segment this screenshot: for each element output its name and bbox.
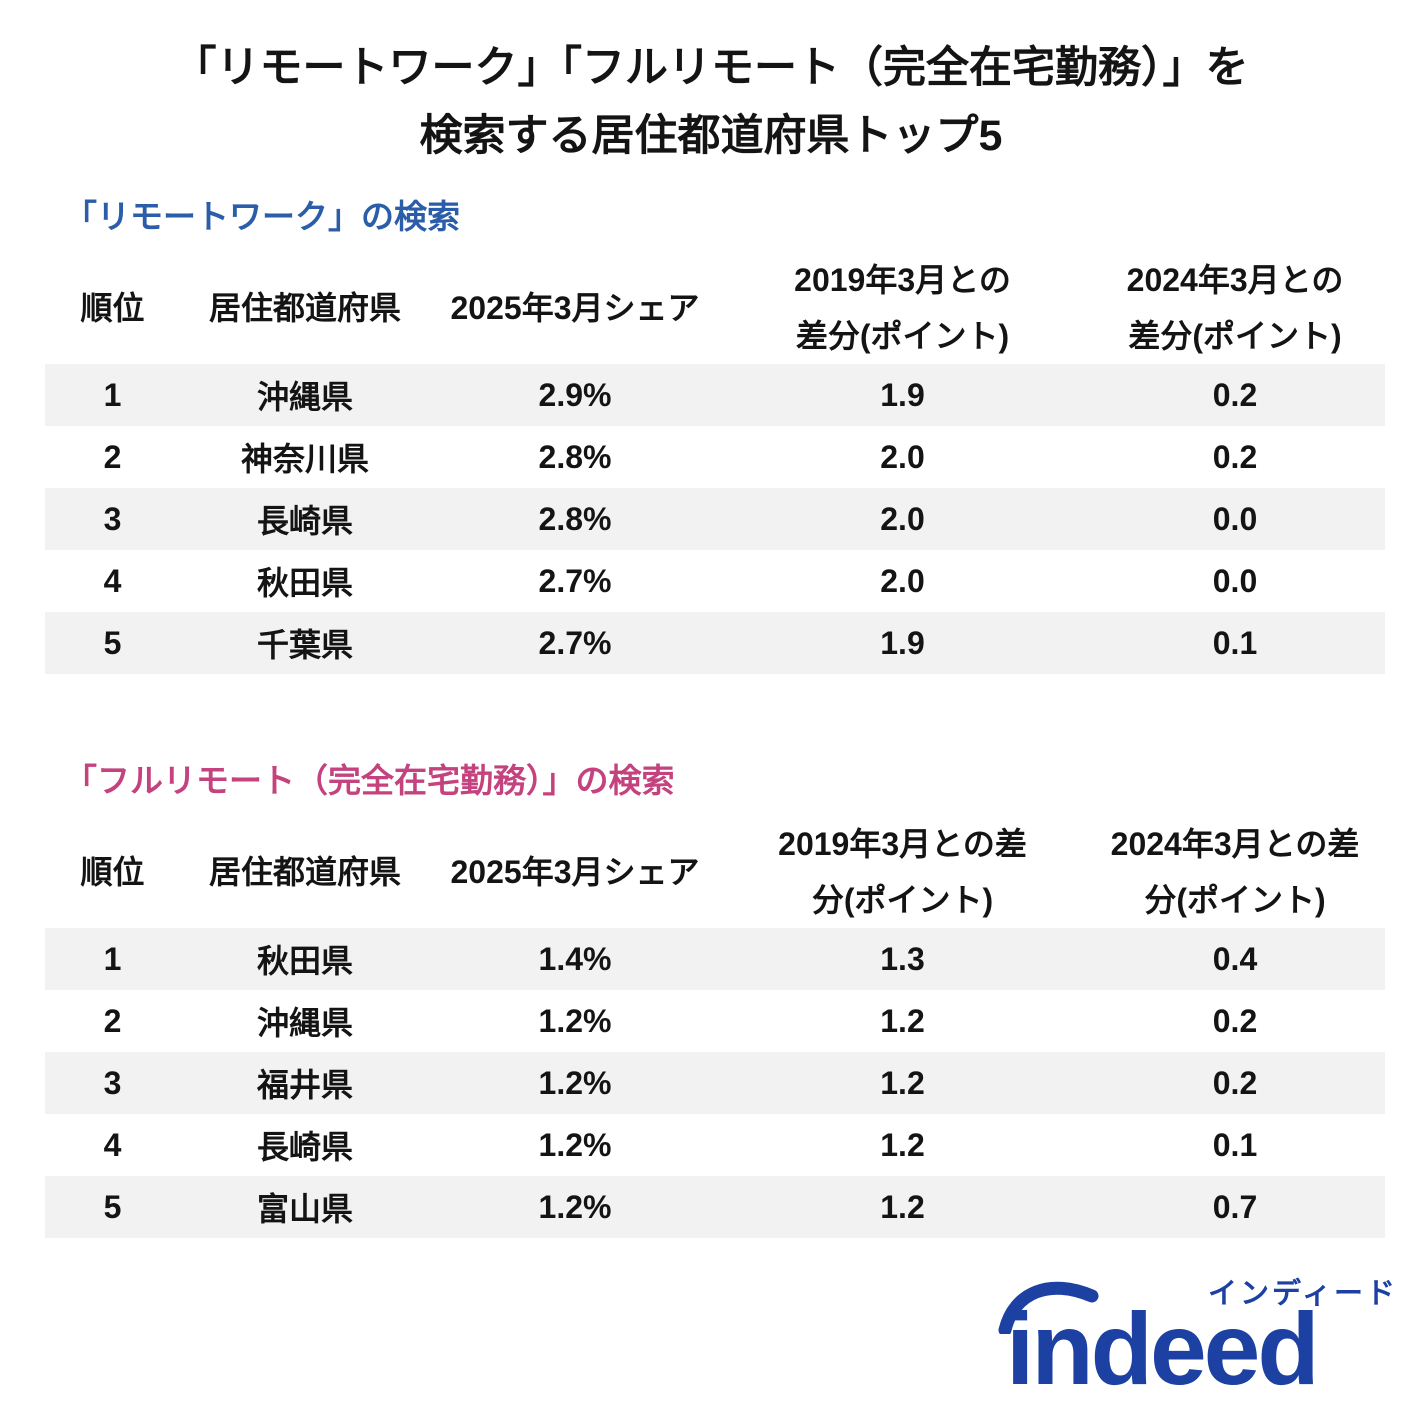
share-cell: 2.8%: [538, 500, 612, 537]
diff-2019-cell: 1.3: [880, 940, 925, 977]
rank-cell: 1: [103, 376, 122, 413]
diff-2019-cell: 1.2: [880, 1002, 925, 1039]
rank-cell: 5: [103, 624, 122, 661]
share-cell: 1.2%: [538, 1064, 612, 1101]
prefecture-cell: 沖縄県: [256, 1005, 353, 1041]
header-cell-diff-2024: 2024年3月との差分(ポイント): [1085, 816, 1385, 928]
rank-cell: 3: [103, 1064, 122, 1101]
table-row: 4 秋田県 2.7% 2.0 0.0: [45, 550, 1385, 612]
header-cell-prefecture: 居住都道府県: [180, 280, 430, 336]
indeed-logo-arc-icon: [998, 1281, 1099, 1334]
diff-2024-cell: 0.2: [1212, 1002, 1258, 1039]
diff-2019-cell: 1.2: [880, 1064, 925, 1101]
share-cell: 2.7%: [538, 562, 612, 599]
diff-2024-cell: 0.4: [1212, 940, 1258, 977]
header-cell-rank: 順位: [45, 844, 180, 900]
header-text: 居住都道府県: [208, 854, 401, 890]
header-text: 2024年3月との: [1126, 262, 1344, 298]
table-row: 1 秋田県 1.4% 1.3 0.4: [45, 928, 1385, 990]
table-row: 3 福井県 1.2% 1.2 0.2: [45, 1052, 1385, 1114]
table-row: 2 神奈川県 2.8% 2.0 0.2: [45, 426, 1385, 488]
diff-2019-cell: 2.0: [880, 500, 925, 537]
header-cell-diff-2019: 2019年3月との差分(ポイント): [720, 252, 1085, 364]
diff-2024-cell: 0.2: [1212, 438, 1258, 475]
section-label-full-remote: 「フルリモート（完全在宅勤務）」の検索: [64, 762, 675, 799]
header-text: 分(ポイント): [1144, 882, 1326, 918]
prefecture-cell: 富山県: [256, 1191, 353, 1227]
page-title: 「リモートワーク」「フルリモート（完全在宅勤務）」を 検索する居住都道府県トップ…: [0, 0, 1422, 170]
header-cell-prefecture: 居住都道府県: [180, 844, 430, 900]
rank-cell: 2: [103, 438, 122, 475]
table-header-row: 順位 居住都道府県 2025年3月シェア 2019年3月との差分(ポイント) 2…: [45, 816, 1385, 928]
share-cell: 1.2%: [538, 1188, 612, 1225]
prefecture-cell: 長崎県: [256, 1129, 353, 1165]
diff-2019-cell: 2.0: [880, 562, 925, 599]
diff-2019-cell: 1.9: [880, 624, 925, 661]
header-text: 分(ポイント): [811, 882, 994, 918]
prefecture-cell: 沖縄県: [256, 379, 353, 415]
share-cell: 1.4%: [538, 940, 612, 977]
table-row: 1 沖縄県 2.9% 1.9 0.2: [45, 364, 1385, 426]
header-cell-share: 2025年3月シェア: [430, 844, 720, 900]
rank-cell: 5: [103, 1188, 122, 1225]
diff-2024-cell: 0.7: [1212, 1188, 1258, 1225]
rank-cell: 1: [103, 940, 122, 977]
table-row: 3 長崎県 2.8% 2.0 0.0: [45, 488, 1385, 550]
header-text: 2024年3月との差: [1110, 826, 1360, 862]
diff-2019-cell: 1.2: [880, 1188, 925, 1225]
header-cell-diff-2024: 2024年3月との差分(ポイント): [1085, 252, 1385, 364]
diff-2024-cell: 0.2: [1212, 1064, 1258, 1101]
share-cell: 1.2%: [538, 1126, 612, 1163]
prefecture-cell: 秋田県: [256, 565, 353, 601]
header-text: 順位: [80, 854, 145, 890]
diff-2019-cell: 1.9: [880, 376, 925, 413]
table-row: 2 沖縄県 1.2% 1.2 0.2: [45, 990, 1385, 1052]
rank-cell: 2: [103, 1002, 122, 1039]
header-text: 2019年3月との: [794, 262, 1011, 298]
rank-cell: 4: [103, 1126, 122, 1163]
page-title-line1: 「リモートワーク」「フルリモート（完全在宅勤務）」を: [173, 44, 1249, 92]
table-row: 5 富山県 1.2% 1.2 0.7: [45, 1176, 1385, 1238]
table-header-row: 順位 居住都道府県 2025年3月シェア 2019年3月との差分(ポイント) 2…: [45, 252, 1385, 364]
share-cell: 2.7%: [538, 624, 612, 661]
indeed-logo-wordmark: indeed: [1006, 1292, 1320, 1406]
prefecture-cell: 神奈川県: [240, 441, 369, 477]
rank-cell: 3: [103, 500, 122, 537]
diff-2024-cell: 0.2: [1212, 376, 1258, 413]
section-label-remote-work: 「リモートワーク」の検索: [64, 198, 460, 235]
diff-2024-cell: 0.0: [1212, 562, 1258, 599]
header-text: 2019年3月との差: [778, 826, 1027, 862]
diff-2019-cell: 2.0: [880, 438, 925, 475]
prefecture-cell: 福井県: [256, 1067, 353, 1103]
share-cell: 2.9%: [538, 376, 612, 413]
diff-2024-cell: 0.1: [1212, 624, 1258, 661]
table-full-remote: 順位 居住都道府県 2025年3月シェア 2019年3月との差 分(ポイント) 2…: [45, 816, 1385, 1238]
header-text: 居住都道府県: [208, 290, 401, 326]
header-cell-rank: 順位: [45, 280, 180, 336]
prefecture-cell: 千葉県: [256, 627, 353, 663]
prefecture-cell: 長崎県: [256, 503, 353, 539]
header-cell-share: 2025年3月シェア: [430, 280, 720, 336]
page-title-line2: 検索する居住都道府県トップ5: [419, 112, 1003, 160]
header-cell-diff-2019: 2019年3月との差分(ポイント): [720, 816, 1085, 928]
rank-cell: 4: [103, 562, 122, 599]
share-cell: 2.8%: [538, 438, 612, 475]
header-text: 2025年3月シェア: [450, 290, 700, 326]
header-text: 順位: [80, 290, 145, 326]
share-cell: 1.2%: [538, 1002, 612, 1039]
header-text: 差分(ポイント): [1128, 318, 1342, 354]
table-row: 5 千葉県 2.7% 1.9 0.1: [45, 612, 1385, 674]
indeed-logo-katakana: インディード: [1208, 1278, 1398, 1310]
header-text: 2025年3月シェア: [450, 854, 700, 890]
table-remote-work: 順位 居住都道府県 2025年3月シェア 2019年3月との 差分(ポイント) 2…: [45, 252, 1385, 674]
diff-2024-cell: 0.0: [1212, 500, 1258, 537]
indeed-logo: インディード indeed: [998, 1264, 1398, 1400]
header-text: 差分(ポイント): [795, 318, 1010, 354]
table-row: 4 長崎県 1.2% 1.2 0.1: [45, 1114, 1385, 1176]
diff-2019-cell: 1.2: [880, 1126, 925, 1163]
diff-2024-cell: 0.1: [1212, 1126, 1258, 1163]
prefecture-cell: 秋田県: [256, 943, 353, 979]
